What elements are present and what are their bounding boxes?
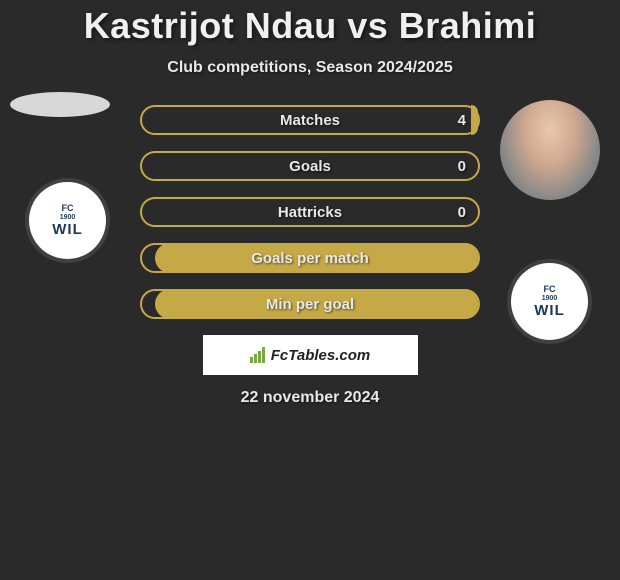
club-name: WIL bbox=[534, 303, 565, 318]
club-fc: FC bbox=[62, 204, 74, 213]
stat-row: Goals 0 bbox=[140, 151, 480, 181]
stat-fill bbox=[471, 105, 478, 135]
stat-row: Hattricks 0 bbox=[140, 197, 480, 227]
stat-value-right: 4 bbox=[458, 112, 466, 129]
brand-footer[interactable]: FcTables.com bbox=[203, 335, 418, 375]
stat-row: Matches 4 bbox=[140, 105, 480, 135]
stat-label: Matches bbox=[280, 112, 340, 129]
club-name: WIL bbox=[52, 222, 83, 237]
club-fc: FC bbox=[544, 285, 556, 294]
date-label: 22 november 2024 bbox=[20, 389, 600, 407]
page-title: Kastrijot Ndau vs Brahimi bbox=[0, 5, 620, 47]
stat-label: Hattricks bbox=[278, 204, 342, 221]
stat-row: Min per goal bbox=[140, 289, 480, 319]
brand-text: FcTables.com bbox=[271, 347, 370, 364]
stat-row: Goals per match bbox=[140, 243, 480, 273]
subtitle: Club competitions, Season 2024/2025 bbox=[0, 59, 620, 77]
player-photo-right bbox=[500, 100, 600, 200]
stat-value-right: 0 bbox=[458, 158, 466, 175]
club-logo-left: FC 1900 WIL bbox=[25, 178, 110, 263]
stat-label: Goals per match bbox=[251, 250, 369, 267]
club-year: 1900 bbox=[60, 214, 76, 221]
chart-icon bbox=[250, 347, 265, 363]
player-photo-left bbox=[10, 92, 110, 117]
stats-area: FC 1900 WIL FC 1900 WIL Matches4Goals0Ha… bbox=[0, 105, 620, 407]
stat-label: Goals bbox=[289, 158, 331, 175]
club-logo-right: FC 1900 WIL bbox=[507, 259, 592, 344]
stat-value-right: 0 bbox=[458, 204, 466, 221]
club-year: 1900 bbox=[542, 295, 558, 302]
stat-label: Min per goal bbox=[266, 296, 354, 313]
